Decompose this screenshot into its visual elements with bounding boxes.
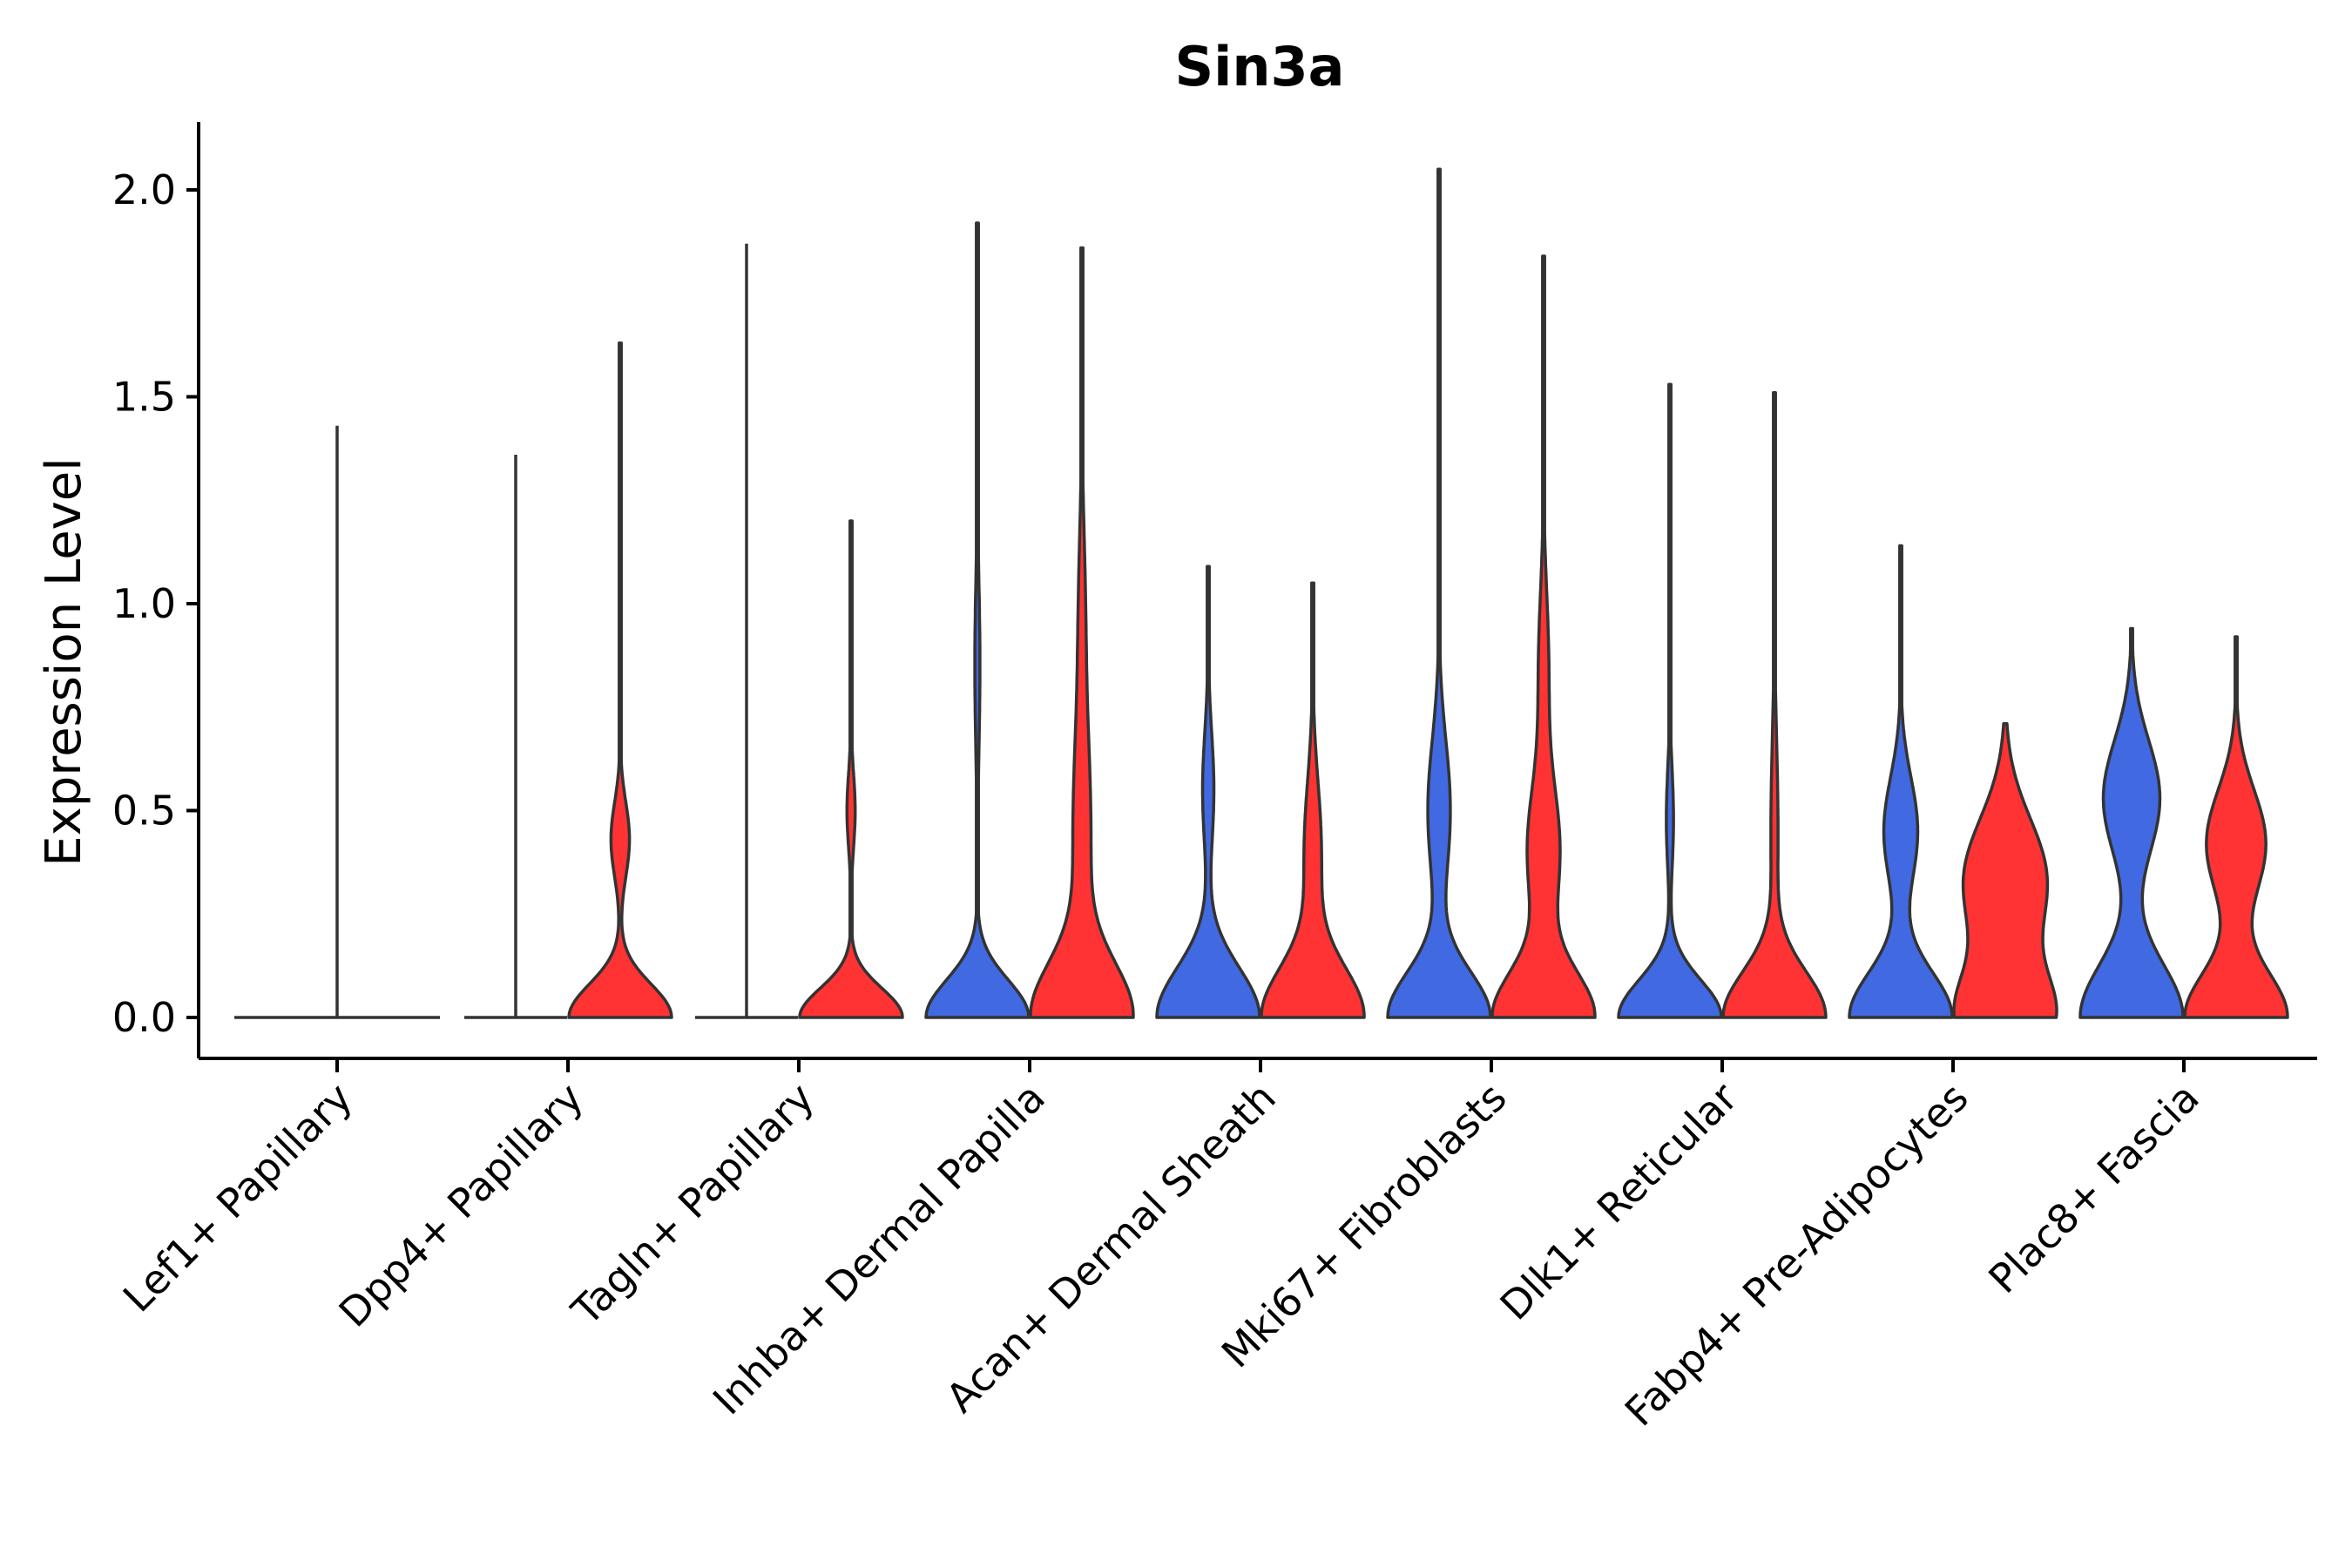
y-tick-label-0: 0.0: [112, 994, 176, 1041]
violin-a-5: [1386, 167, 1492, 1019]
violin-a-4: [1155, 564, 1261, 1019]
violin-b-7: [1952, 722, 2058, 1019]
y-tick-label-4: 2.0: [112, 166, 176, 213]
y-axis-label: Expression Level: [36, 457, 92, 867]
x-tick-label-6: Dlk1+ Reticular: [1491, 1074, 1747, 1329]
violin-b-4: [1260, 581, 1366, 1019]
violin-b-6: [1721, 391, 1828, 1019]
violins-layer: [234, 167, 2289, 1019]
x-tick-label-8: Plac8+ Fascia: [1979, 1074, 2207, 1302]
x-tick-label-0: Lef1+ Papillary: [114, 1074, 362, 1321]
violin-b-3: [1029, 246, 1135, 1019]
violin-a-3: [924, 221, 1031, 1019]
y-tick-label-2: 1.0: [112, 580, 176, 627]
violin-a-6: [1617, 382, 1723, 1019]
x-tick-label-2: Tagln+ Papillary: [562, 1074, 823, 1335]
violin-b-8: [2183, 635, 2289, 1019]
x-tick-label-1: Dpp4+ Papillary: [330, 1074, 592, 1336]
chart-title: Sin3a: [1174, 35, 1344, 98]
y-tick-label-3: 1.5: [112, 374, 176, 421]
violin-a-8: [2078, 626, 2185, 1019]
y-tick-label-1: 0.5: [112, 787, 176, 835]
violin-b-1: [567, 341, 673, 1019]
violin-b-2: [798, 519, 904, 1019]
violin-b-5: [1490, 254, 1597, 1019]
violin-a-7: [1848, 544, 1954, 1019]
